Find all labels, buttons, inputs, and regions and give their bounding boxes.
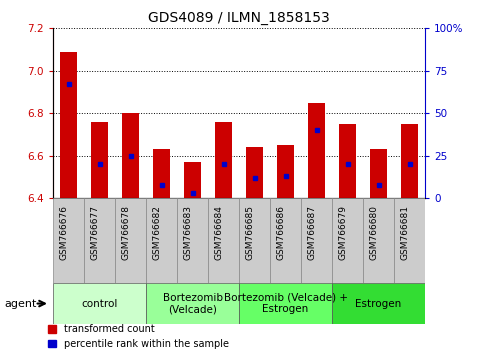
Bar <box>146 283 239 324</box>
Bar <box>363 198 394 283</box>
Bar <box>239 283 332 324</box>
Text: GSM766684: GSM766684 <box>214 205 224 260</box>
Bar <box>122 113 139 198</box>
Text: GDS4089 / ILMN_1858153: GDS4089 / ILMN_1858153 <box>148 11 330 25</box>
Bar <box>339 124 356 198</box>
Bar <box>332 283 425 324</box>
Text: GSM766682: GSM766682 <box>153 205 162 260</box>
Text: GSM766687: GSM766687 <box>308 205 316 260</box>
Text: GSM766683: GSM766683 <box>184 205 193 260</box>
Text: GSM766678: GSM766678 <box>122 205 130 260</box>
Text: Estrogen: Estrogen <box>355 298 402 309</box>
Bar <box>60 52 77 198</box>
Text: Bortezomib
(Velcade): Bortezomib (Velcade) <box>163 293 223 314</box>
Bar <box>301 198 332 283</box>
Bar <box>277 145 294 198</box>
Bar <box>246 147 263 198</box>
Text: control: control <box>82 298 118 309</box>
Bar <box>84 198 115 283</box>
Bar <box>332 198 363 283</box>
Bar <box>215 122 232 198</box>
Bar <box>53 198 84 283</box>
Legend: transformed count, percentile rank within the sample: transformed count, percentile rank withi… <box>48 324 229 349</box>
Text: GSM766677: GSM766677 <box>91 205 99 260</box>
Text: Bortezomib (Velcade) +
Estrogen: Bortezomib (Velcade) + Estrogen <box>224 293 348 314</box>
Bar <box>394 198 425 283</box>
Bar <box>115 198 146 283</box>
Bar <box>53 283 146 324</box>
Bar <box>177 198 208 283</box>
Bar <box>270 198 301 283</box>
Bar <box>91 122 108 198</box>
Bar <box>401 124 418 198</box>
Text: GSM766685: GSM766685 <box>245 205 255 260</box>
Text: GSM766681: GSM766681 <box>400 205 410 260</box>
Text: GSM766680: GSM766680 <box>369 205 379 260</box>
Text: GSM766686: GSM766686 <box>277 205 285 260</box>
Text: agent: agent <box>5 298 37 309</box>
Text: GSM766676: GSM766676 <box>59 205 69 260</box>
Bar <box>153 149 170 198</box>
Bar <box>308 103 325 198</box>
Bar <box>184 162 201 198</box>
Bar <box>239 198 270 283</box>
Bar <box>146 198 177 283</box>
Bar <box>370 149 387 198</box>
Text: GSM766679: GSM766679 <box>339 205 348 260</box>
Bar <box>208 198 239 283</box>
